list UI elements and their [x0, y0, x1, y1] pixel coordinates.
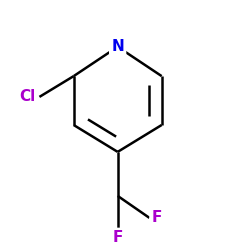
Text: F: F [112, 230, 123, 245]
Text: F: F [112, 230, 123, 245]
Text: F: F [152, 210, 162, 226]
Text: Cl: Cl [19, 90, 35, 104]
Text: F: F [152, 210, 162, 226]
Text: N: N [111, 39, 124, 54]
Text: N: N [111, 39, 124, 54]
Text: Cl: Cl [19, 90, 35, 104]
